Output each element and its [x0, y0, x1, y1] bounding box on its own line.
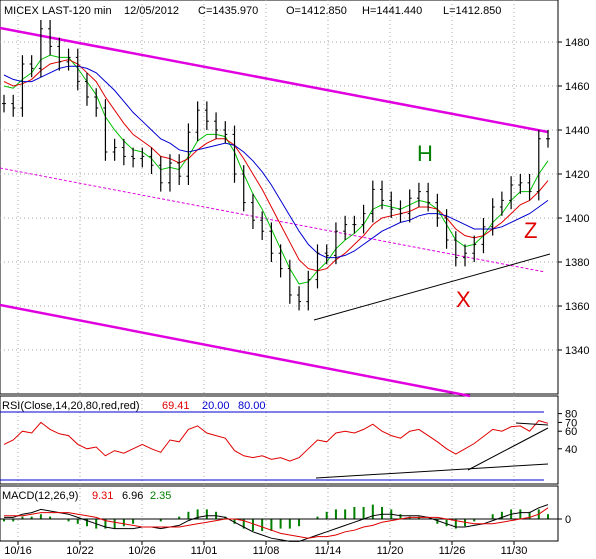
- macd-signal-value: 6.96: [122, 490, 143, 502]
- header-close: C=1435.970: [198, 5, 258, 17]
- price-tick-label: 1480: [565, 37, 589, 49]
- channel-upper-line: [0, 26, 549, 134]
- ma-fast-line: [3, 54, 549, 285]
- rsi-tick-label: 70: [565, 417, 577, 429]
- x-tick-label: 10/22: [66, 545, 94, 557]
- rsi-trendline-3: [515, 422, 549, 426]
- annotation-x: X: [456, 287, 471, 312]
- header-symbol: MICEX LAST-120 min: [4, 5, 112, 17]
- header-date: 12/05/2012: [124, 5, 179, 17]
- annotation-z: Z: [524, 218, 537, 243]
- ma-slow-line: [3, 65, 549, 259]
- channel-lower-line: [0, 303, 471, 398]
- x-tick-label: 11/08: [253, 545, 280, 557]
- price-tick-label: 1460: [565, 81, 589, 93]
- macd-axis: 0: [558, 514, 571, 526]
- x-tick-label: 11/01: [191, 545, 218, 557]
- rsi-trendline-2: [467, 427, 549, 471]
- x-tick-label: 10/26: [128, 545, 156, 557]
- price-tick-label: 1360: [565, 301, 589, 313]
- macd-value: 9.31: [92, 490, 113, 502]
- macd-panel: [0, 485, 559, 542]
- moving-averages: [3, 54, 549, 285]
- price-tick-label: 1440: [565, 125, 589, 137]
- x-tick-label: 11/30: [501, 545, 528, 557]
- macd-signal-line: [4, 507, 549, 539]
- x-tick-label: 11/26: [439, 545, 466, 557]
- x-tick-label: 10/16: [4, 545, 32, 557]
- rsi-line: [3, 420, 549, 462]
- price-bars: [2, 20, 550, 311]
- price-tick-label: 1420: [565, 169, 589, 181]
- rsi-label: RSI(Close,14,20,80,red,red): [2, 400, 140, 412]
- macd-label: MACD(12,26,9): [2, 490, 78, 502]
- price-tick-label: 1400: [565, 213, 589, 225]
- rsi-tick-label: 80: [565, 409, 577, 421]
- rsi-value: 69.41: [162, 400, 190, 412]
- x-tick-label: 11/20: [377, 545, 404, 557]
- x-axis: 10/16 10/22 10/26 11/01 11/08 11/14 11/20 11/26…: [4, 541, 527, 557]
- price-axis: 1340 1360 1380 1400 1420 1440 1460 1480: [558, 37, 589, 357]
- macd-tick-label: 0: [565, 514, 571, 526]
- x-tick-label: 11/14: [315, 545, 342, 557]
- rsi-tick-label: 40: [565, 444, 577, 456]
- rsi-upper-value: 80.00: [238, 400, 266, 412]
- price-tick-label: 1380: [565, 257, 589, 269]
- rsi-tick-label: 60: [565, 426, 577, 438]
- ma-mid-line: [3, 59, 549, 272]
- rsi-trendline-1: [315, 463, 549, 479]
- support-trendline: [313, 253, 551, 321]
- rsi-lower-value: 20.00: [202, 400, 230, 412]
- macd-line: [4, 504, 549, 542]
- channel-mid-line: [0, 167, 546, 273]
- annotation-h: H: [417, 141, 433, 166]
- macd-hist-value: 2.35: [150, 490, 171, 502]
- header-low: L=1412.850: [443, 5, 501, 17]
- header-open: O=1412.850: [286, 5, 347, 17]
- price-tick-label: 1340: [565, 345, 589, 357]
- header-high: H=1441.440: [362, 5, 422, 17]
